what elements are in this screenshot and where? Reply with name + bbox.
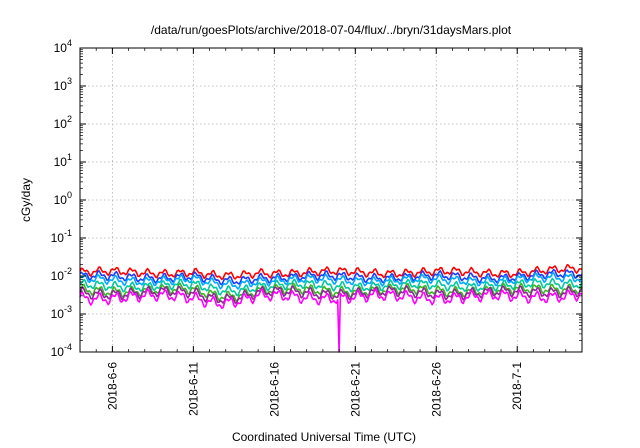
y-tick-exponent: -4 [64,342,72,352]
x-tick-label: 2018-6-16 [267,362,281,417]
series-group [79,264,583,353]
y-tick-base: 10 [54,41,68,55]
y-tick-base: 10 [51,345,65,359]
y-tick-label: 104 [54,38,72,55]
y-tick-label: 10-1 [51,228,72,245]
y-tick-exponent: -1 [64,228,72,238]
chart-title: /data/run/goesPlots/archive/2018-07-04/f… [151,23,512,37]
grid [80,48,582,352]
x-tick-label: 2018-6-26 [429,362,443,417]
y-tick-exponent: 4 [67,38,72,48]
series-line [79,282,583,303]
y-tick-label: 10-3 [51,304,72,321]
x-axis: 2018-6-6 2018-6-11 2018-6-16 2018-6-21 2018-… [79,48,583,417]
y-axis-label: cGy/day [19,178,33,222]
y-tick-base: 10 [51,231,65,245]
x-tick-label: 2018-6-11 [186,362,200,416]
x-tick-label: 2018-6-21 [348,362,362,417]
series-line [79,272,583,290]
series-line [79,285,583,304]
y-tick-exponent: 0 [67,190,72,200]
y-tick-label: 100 [54,190,72,207]
y-tick-label: 101 [54,152,72,169]
y-tick-exponent: 3 [67,76,72,86]
y-tick-base: 10 [54,193,68,207]
y-tick-exponent: 1 [67,152,72,162]
y-tick-base: 10 [51,307,65,321]
y-tick-base: 10 [51,269,65,283]
y-tick-label: 102 [54,114,72,131]
y-tick-label: 103 [54,76,72,93]
plot-frame [79,47,583,353]
y-tick-exponent: -3 [64,304,72,314]
y-tick-exponent: 2 [67,114,72,124]
y-tick-base: 10 [54,155,68,169]
y-tick-label: 10-4 [51,342,72,359]
y-tick-base: 10 [54,117,68,131]
y-tick-label: 10-2 [51,266,72,283]
series-line [79,264,583,281]
x-axis-label: Coordinated Universal Time (UTC) [232,430,416,444]
y-tick-exponent: -2 [64,266,72,276]
series-line [79,277,583,297]
x-tick-label: 2018-7-1 [510,362,524,410]
y-tick-base: 10 [54,79,68,93]
x-tick-label: 2018-6-6 [105,362,119,410]
series-line [79,288,583,353]
